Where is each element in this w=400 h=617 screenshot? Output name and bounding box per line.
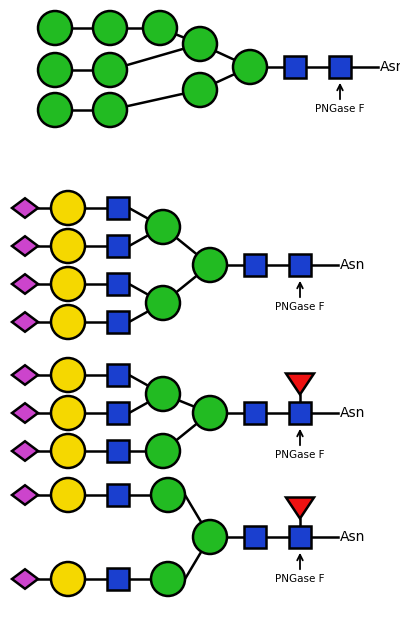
Text: PNGase F: PNGase F (275, 302, 325, 312)
Bar (107, 568, 129, 590)
Circle shape (233, 50, 267, 84)
Bar (289, 254, 311, 276)
Circle shape (146, 434, 180, 468)
Bar (289, 526, 311, 548)
Bar (244, 402, 266, 424)
Circle shape (193, 520, 227, 554)
Polygon shape (12, 441, 38, 461)
Text: PNGase F: PNGase F (275, 574, 325, 584)
Circle shape (51, 191, 85, 225)
Circle shape (183, 27, 217, 61)
Polygon shape (12, 236, 38, 256)
Circle shape (93, 53, 127, 87)
Text: PNGase F: PNGase F (315, 104, 365, 114)
Bar (107, 440, 129, 462)
Text: PNGase F: PNGase F (275, 450, 325, 460)
Circle shape (51, 478, 85, 512)
Bar (284, 56, 306, 78)
Bar (107, 235, 129, 257)
Text: Asn: Asn (340, 530, 365, 544)
Bar (289, 402, 311, 424)
Polygon shape (286, 373, 314, 394)
Polygon shape (12, 312, 38, 332)
Bar (107, 311, 129, 333)
Polygon shape (286, 497, 314, 518)
Circle shape (38, 93, 72, 127)
Bar (107, 197, 129, 219)
Text: Asn: Asn (380, 60, 400, 74)
Circle shape (38, 53, 72, 87)
Circle shape (151, 562, 185, 596)
Circle shape (193, 248, 227, 282)
Circle shape (146, 210, 180, 244)
Circle shape (143, 11, 177, 45)
Circle shape (146, 286, 180, 320)
Polygon shape (12, 274, 38, 294)
Bar (107, 484, 129, 506)
Polygon shape (12, 365, 38, 385)
Circle shape (93, 93, 127, 127)
Bar (329, 56, 351, 78)
Text: Asn: Asn (340, 258, 365, 272)
Polygon shape (12, 569, 38, 589)
Polygon shape (12, 485, 38, 505)
Circle shape (93, 11, 127, 45)
Circle shape (51, 229, 85, 263)
Text: Asn: Asn (340, 406, 365, 420)
Circle shape (51, 267, 85, 301)
Circle shape (151, 478, 185, 512)
Circle shape (193, 396, 227, 430)
Bar (107, 273, 129, 295)
Bar (244, 254, 266, 276)
Bar (107, 402, 129, 424)
Circle shape (51, 434, 85, 468)
Bar (107, 364, 129, 386)
Circle shape (183, 73, 217, 107)
Circle shape (51, 305, 85, 339)
Polygon shape (12, 198, 38, 218)
Bar (244, 526, 266, 548)
Circle shape (146, 377, 180, 411)
Circle shape (51, 562, 85, 596)
Circle shape (51, 358, 85, 392)
Circle shape (38, 11, 72, 45)
Circle shape (51, 396, 85, 430)
Polygon shape (12, 404, 38, 423)
